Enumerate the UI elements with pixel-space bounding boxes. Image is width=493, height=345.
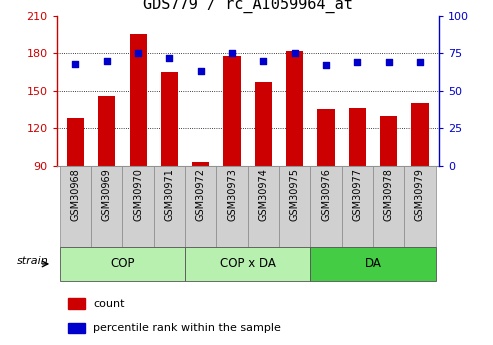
Text: percentile rank within the sample: percentile rank within the sample [93, 323, 281, 333]
Text: GSM30973: GSM30973 [227, 168, 237, 221]
Point [166, 55, 174, 60]
Bar [185, 247, 311, 281]
Text: COP x DA: COP x DA [220, 257, 276, 270]
Bar [185, 166, 216, 247]
Point [259, 58, 267, 63]
Text: COP: COP [110, 257, 135, 270]
Text: GSM30975: GSM30975 [290, 168, 300, 221]
Point [103, 58, 111, 63]
Point [353, 59, 361, 65]
Bar [311, 247, 436, 281]
Bar [122, 166, 154, 247]
Bar [60, 247, 185, 281]
Bar [411, 103, 428, 166]
Point [134, 50, 142, 56]
Bar [404, 166, 436, 247]
Text: GSM30970: GSM30970 [133, 168, 143, 221]
Text: GSM30974: GSM30974 [258, 168, 268, 221]
Text: GSM30976: GSM30976 [321, 168, 331, 221]
Bar [130, 34, 147, 166]
Bar [67, 118, 84, 166]
Bar [161, 72, 178, 166]
Bar [68, 323, 85, 333]
Bar [342, 166, 373, 247]
Bar [98, 96, 115, 166]
Text: GSM30969: GSM30969 [102, 168, 112, 221]
Bar [286, 51, 303, 166]
Bar [373, 166, 404, 247]
Bar [68, 298, 85, 309]
Text: GSM30971: GSM30971 [165, 168, 175, 221]
Text: strain: strain [17, 256, 49, 266]
Bar [349, 108, 366, 166]
Title: GDS779 / rc_AI059964_at: GDS779 / rc_AI059964_at [143, 0, 352, 13]
Bar [248, 166, 279, 247]
Bar [255, 82, 272, 166]
Text: GSM30978: GSM30978 [384, 168, 394, 221]
Text: count: count [93, 299, 125, 309]
Point [71, 61, 79, 66]
Bar [223, 56, 241, 166]
Bar [216, 166, 248, 247]
Text: DA: DA [364, 257, 382, 270]
Bar [91, 166, 122, 247]
Bar [60, 166, 91, 247]
Point [197, 68, 205, 74]
Bar [317, 109, 335, 166]
Text: GSM30979: GSM30979 [415, 168, 425, 221]
Point [228, 50, 236, 56]
Point [291, 50, 299, 56]
Bar [279, 166, 311, 247]
Text: GSM30972: GSM30972 [196, 168, 206, 221]
Point [385, 59, 392, 65]
Bar [311, 166, 342, 247]
Bar [192, 162, 210, 166]
Bar [380, 116, 397, 166]
Point [322, 62, 330, 68]
Bar [154, 166, 185, 247]
Point [416, 59, 424, 65]
Text: GSM30977: GSM30977 [352, 168, 362, 221]
Text: GSM30968: GSM30968 [70, 168, 80, 221]
